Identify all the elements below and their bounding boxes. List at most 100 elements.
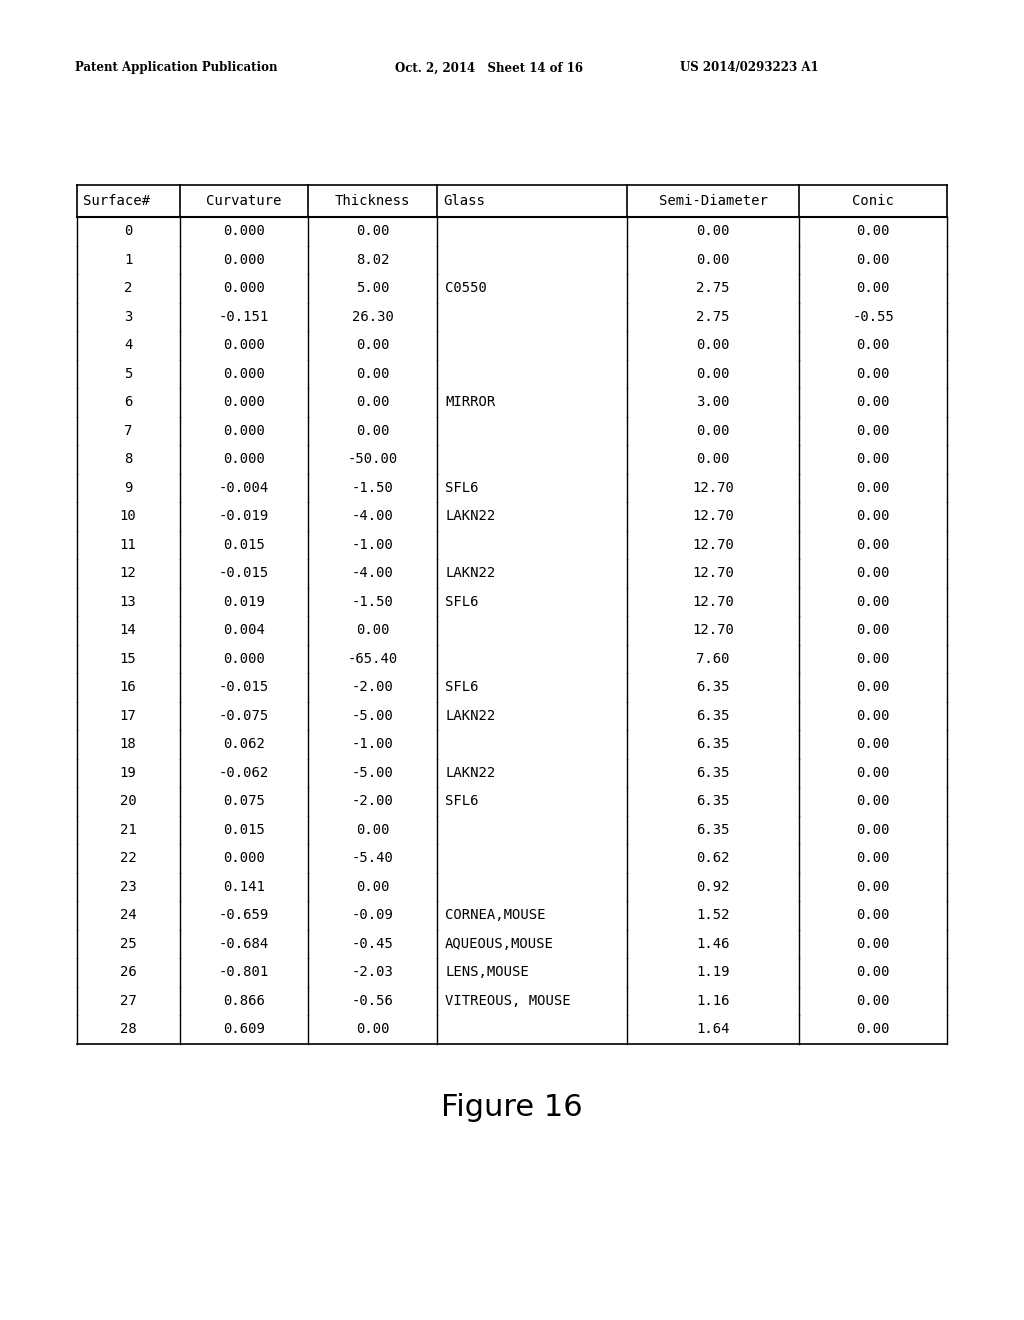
Text: 0.00: 0.00 (356, 367, 389, 380)
Text: 0.00: 0.00 (856, 224, 890, 238)
Text: 12.70: 12.70 (692, 537, 734, 552)
Text: 0.00: 0.00 (856, 994, 890, 1007)
Text: 0.00: 0.00 (356, 224, 389, 238)
Text: -0.151: -0.151 (219, 310, 269, 323)
Text: 0.000: 0.000 (223, 281, 265, 296)
Text: LAKN22: LAKN22 (445, 510, 496, 523)
Text: Conic: Conic (852, 194, 894, 209)
Text: 2: 2 (124, 281, 132, 296)
Text: -0.004: -0.004 (219, 480, 269, 495)
Text: 0.00: 0.00 (356, 1022, 389, 1036)
Text: 0.075: 0.075 (223, 795, 265, 808)
Text: -50.00: -50.00 (347, 453, 398, 466)
Text: VITREOUS, MOUSE: VITREOUS, MOUSE (445, 994, 570, 1007)
Text: 0.00: 0.00 (696, 224, 730, 238)
Text: 0.00: 0.00 (856, 937, 890, 950)
Text: 0.00: 0.00 (856, 851, 890, 865)
Text: 0.00: 0.00 (856, 510, 890, 523)
Text: 21: 21 (120, 822, 136, 837)
Text: 3.00: 3.00 (696, 395, 730, 409)
Text: 10: 10 (120, 510, 136, 523)
Text: SFL6: SFL6 (445, 680, 478, 694)
Text: 0.00: 0.00 (696, 338, 730, 352)
Text: -5.00: -5.00 (352, 766, 393, 780)
Text: 1.64: 1.64 (696, 1022, 730, 1036)
Text: -0.09: -0.09 (352, 908, 393, 923)
Text: 0.00: 0.00 (856, 908, 890, 923)
Text: -0.55: -0.55 (852, 310, 894, 323)
Text: 12.70: 12.70 (692, 480, 734, 495)
Text: 19: 19 (120, 766, 136, 780)
Text: 0.92: 0.92 (696, 879, 730, 894)
Text: 15: 15 (120, 652, 136, 665)
Text: 0.141: 0.141 (223, 879, 265, 894)
Text: 0.00: 0.00 (856, 965, 890, 979)
Text: -1.50: -1.50 (352, 480, 393, 495)
Text: C0550: C0550 (445, 281, 487, 296)
Text: 1.19: 1.19 (696, 965, 730, 979)
Text: 0.000: 0.000 (223, 395, 265, 409)
Text: 0.000: 0.000 (223, 224, 265, 238)
Text: 1.46: 1.46 (696, 937, 730, 950)
Text: -65.40: -65.40 (347, 652, 398, 665)
Text: 9: 9 (124, 480, 132, 495)
Text: 2.75: 2.75 (696, 281, 730, 296)
Text: 0.00: 0.00 (856, 879, 890, 894)
Text: 0.00: 0.00 (856, 766, 890, 780)
Text: 0.00: 0.00 (356, 338, 389, 352)
Text: Thickness: Thickness (335, 194, 411, 209)
Text: 0.00: 0.00 (856, 367, 890, 380)
Text: 2.75: 2.75 (696, 310, 730, 323)
Text: 27: 27 (120, 994, 136, 1007)
Text: 13: 13 (120, 595, 136, 609)
Text: 18: 18 (120, 738, 136, 751)
Text: Semi-Diameter: Semi-Diameter (658, 194, 768, 209)
Text: 24: 24 (120, 908, 136, 923)
Text: 26.30: 26.30 (352, 310, 393, 323)
Text: 0.00: 0.00 (856, 480, 890, 495)
Text: 0.00: 0.00 (356, 822, 389, 837)
Text: 6: 6 (124, 395, 132, 409)
Text: 0.00: 0.00 (856, 680, 890, 694)
Text: LAKN22: LAKN22 (445, 766, 496, 780)
Text: -0.659: -0.659 (219, 908, 269, 923)
Text: -2.00: -2.00 (352, 795, 393, 808)
Text: 0.019: 0.019 (223, 595, 265, 609)
Text: 26: 26 (120, 965, 136, 979)
Text: -1.00: -1.00 (352, 537, 393, 552)
Text: Glass: Glass (443, 194, 485, 209)
Text: -0.062: -0.062 (219, 766, 269, 780)
Text: 0.015: 0.015 (223, 537, 265, 552)
Text: 6.35: 6.35 (696, 680, 730, 694)
Text: -4.00: -4.00 (352, 566, 393, 581)
Text: -0.015: -0.015 (219, 566, 269, 581)
Text: 0.00: 0.00 (856, 395, 890, 409)
Text: 0.609: 0.609 (223, 1022, 265, 1036)
Text: 12.70: 12.70 (692, 623, 734, 638)
Text: 1.16: 1.16 (696, 994, 730, 1007)
Text: 0.000: 0.000 (223, 424, 265, 438)
Text: 0.015: 0.015 (223, 822, 265, 837)
Text: -1.50: -1.50 (352, 595, 393, 609)
Text: 6.35: 6.35 (696, 766, 730, 780)
Text: 6.35: 6.35 (696, 822, 730, 837)
Text: 0.00: 0.00 (696, 424, 730, 438)
Text: -0.075: -0.075 (219, 709, 269, 723)
Text: Oct. 2, 2014   Sheet 14 of 16: Oct. 2, 2014 Sheet 14 of 16 (395, 62, 583, 74)
Text: 0.00: 0.00 (856, 652, 890, 665)
Text: 0.00: 0.00 (856, 822, 890, 837)
Text: 12.70: 12.70 (692, 595, 734, 609)
Text: LAKN22: LAKN22 (445, 566, 496, 581)
Text: 5.00: 5.00 (356, 281, 389, 296)
Text: -0.015: -0.015 (219, 680, 269, 694)
Text: 5: 5 (124, 367, 132, 380)
Text: -1.00: -1.00 (352, 738, 393, 751)
Text: Figure 16: Figure 16 (441, 1093, 583, 1122)
Text: 14: 14 (120, 623, 136, 638)
Text: 23: 23 (120, 879, 136, 894)
Text: 0.00: 0.00 (856, 795, 890, 808)
Text: 6.35: 6.35 (696, 709, 730, 723)
Text: AQUEOUS,MOUSE: AQUEOUS,MOUSE (445, 937, 554, 950)
Text: -0.56: -0.56 (352, 994, 393, 1007)
Text: 22: 22 (120, 851, 136, 865)
